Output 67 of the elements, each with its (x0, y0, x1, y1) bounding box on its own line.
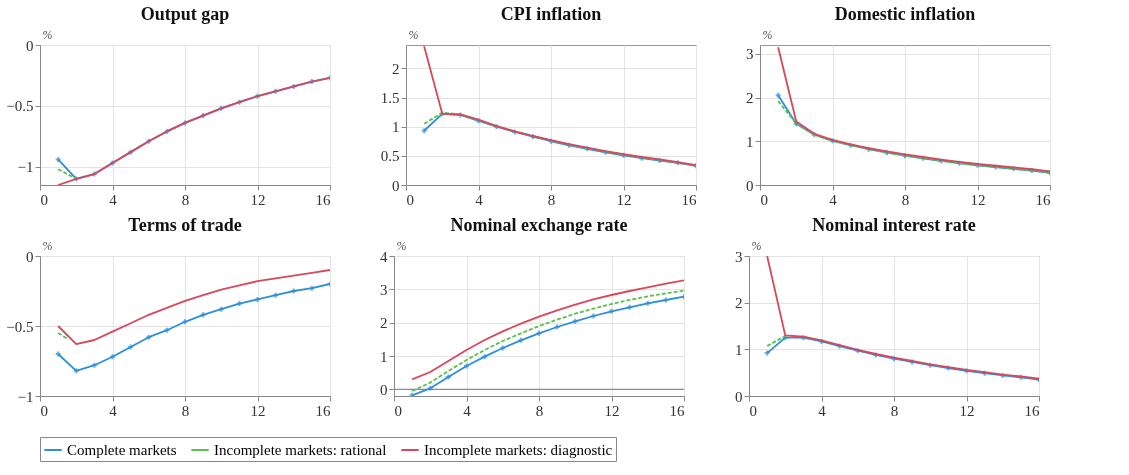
x-tick-label: 8 (901, 191, 910, 208)
x-tick-label: 12 (250, 191, 266, 208)
x-tick-label: 8 (547, 191, 556, 208)
x-tick-label: 16 (669, 402, 685, 419)
chart-title: Domestic inflation (834, 4, 976, 24)
y-axis-title: % (762, 27, 773, 42)
y-tick-label: 3 (746, 46, 754, 63)
y-axis-title: % (408, 27, 419, 42)
x-tick-label: 4 (829, 191, 838, 208)
x-tick-label: 4 (463, 402, 472, 419)
x-tick-label: 8 (181, 191, 190, 208)
x-tick-label: 0 (40, 191, 48, 208)
chart-title: Nominal exchange rate (450, 215, 628, 235)
x-tick-label: 12 (250, 402, 266, 419)
y-tick-label: 0 (735, 388, 743, 405)
x-tick-label: 12 (959, 402, 975, 419)
x-tick-label: 12 (970, 191, 986, 208)
y-tick-label: −1 (17, 159, 34, 176)
x-tick-label: 0 (40, 402, 48, 419)
y-axis-title: % (751, 238, 762, 253)
chart-title: Output gap (140, 4, 230, 24)
y-tick-label: 0 (26, 248, 34, 265)
y-tick-label: 2 (746, 90, 754, 106)
x-tick-label: 16 (681, 191, 697, 208)
y-tick-label: 0 (746, 177, 754, 194)
y-tick-label: 1 (735, 341, 743, 358)
y-tick-label: 2 (735, 295, 743, 312)
y-tick-label: −0.5 (6, 318, 34, 335)
x-tick-label: 16 (315, 191, 331, 208)
y-tick-label: 1.5 (380, 90, 400, 106)
x-tick-label: 4 (475, 191, 484, 208)
y-tick-label: 1 (746, 133, 754, 150)
x-tick-label: 4 (818, 402, 827, 419)
x-tick-label: 4 (109, 191, 118, 208)
y-tick-label: 0 (380, 381, 388, 398)
y-tick-label: 0 (26, 37, 34, 54)
x-tick-label: 16 (1024, 402, 1040, 419)
y-tick-label: 1 (380, 348, 388, 365)
y-tick-label: −1 (17, 388, 34, 405)
x-tick-label: 8 (890, 402, 899, 419)
y-axis-title: % (396, 238, 407, 253)
y-tick-label: −0.5 (6, 98, 34, 115)
y-axis-title: % (42, 27, 53, 42)
x-tick-label: 0 (760, 191, 768, 208)
y-tick-label: 2 (380, 315, 388, 332)
x-tick-label: 8 (535, 402, 544, 419)
legend-label: Complete markets (67, 442, 177, 458)
y-tick-label: 3 (735, 248, 743, 265)
y-tick-label: 0 (392, 177, 400, 194)
chart-title: CPI inflation (500, 4, 602, 24)
legend-label: Incomplete markets: rational (214, 442, 387, 458)
x-tick-label: 4 (109, 402, 118, 419)
y-tick-label: 0.5 (380, 148, 400, 165)
y-tick-label: 3 (380, 281, 388, 298)
y-axis-title: % (42, 238, 53, 253)
x-tick-label: 0 (406, 191, 414, 208)
x-tick-label: 16 (315, 402, 331, 419)
x-tick-label: 12 (616, 191, 632, 208)
y-tick-label: 1 (392, 119, 400, 136)
chart-title: Terms of trade (128, 215, 242, 235)
y-tick-label: 2 (392, 60, 400, 77)
chart-title: Nominal interest rate (812, 215, 976, 235)
legend-label: Incomplete markets: diagnostic (424, 442, 613, 458)
y-tick-label: 4 (380, 248, 388, 265)
x-tick-label: 16 (1035, 191, 1051, 208)
x-tick-label: 8 (181, 402, 190, 419)
x-tick-label: 12 (604, 402, 620, 419)
